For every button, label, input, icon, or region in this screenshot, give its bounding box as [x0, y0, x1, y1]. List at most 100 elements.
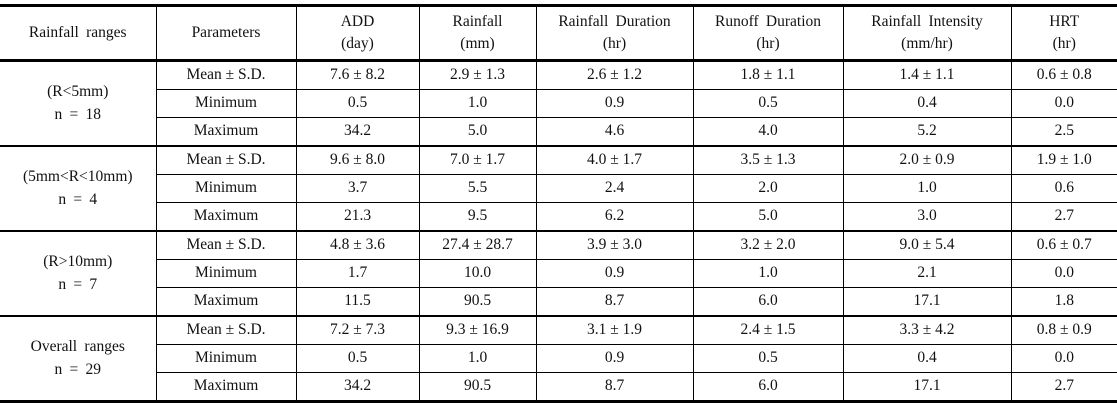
value-cell: 2.7 — [1010, 202, 1117, 232]
value-cell: 0.5 — [295, 89, 420, 118]
parameter-cell: Maximum — [156, 202, 297, 232]
value-cell: 9.5 — [418, 202, 537, 232]
value-cell: 90.5 — [418, 372, 537, 403]
value-cell: 5.5 — [418, 174, 537, 203]
parameter-cell: Mean ± S.D. — [155, 316, 297, 345]
table-row: Minimum 3.7 5.5 2.4 2.0 1.0 0.6 — [0, 174, 1117, 203]
value-cell: 2.4 — [535, 174, 694, 203]
value-cell: 9.0 ± 5.4 — [842, 231, 1012, 260]
group-range-cell: (R>10mm) n = 7 — [0, 231, 157, 317]
value-cell: 2.1 — [842, 259, 1012, 288]
value-cell: 0.8 ± 0.9 — [1010, 316, 1117, 345]
value-cell: 4.0 — [692, 117, 844, 147]
value-cell: 17.1 — [842, 372, 1012, 403]
value-cell: 6.0 — [692, 287, 844, 317]
value-cell: 0.4 — [842, 89, 1012, 118]
value-cell: 3.5 ± 1.3 — [692, 146, 844, 175]
parameter-cell: Mean ± S.D. — [155, 60, 297, 90]
value-cell: 1.8 — [1010, 287, 1117, 317]
parameter-cell: Minimum — [156, 89, 297, 118]
value-cell: 0.9 — [535, 259, 694, 288]
header-rainfall-duration-unit: (hr) — [602, 34, 627, 52]
header-add-unit: (day) — [341, 34, 374, 52]
rainfall-statistics-table: Rainfall ranges Parameters ADD (day) Rai… — [0, 4, 1117, 403]
value-cell: 0.9 — [535, 89, 694, 118]
value-cell: 2.4 ± 1.5 — [692, 316, 844, 345]
header-row: Rainfall ranges Parameters ADD (day) Rai… — [0, 5, 1117, 62]
value-cell: 1.0 — [418, 344, 537, 373]
value-cell: 1.9 ± 1.0 — [1010, 146, 1117, 175]
value-cell: 2.0 ± 0.9 — [842, 146, 1012, 175]
value-cell: 1.7 — [295, 259, 420, 288]
value-cell: 8.7 — [535, 287, 694, 317]
header-rainfall-intensity-label: Rainfall Intensity — [871, 13, 983, 31]
value-cell: 4.8 ± 3.6 — [295, 231, 420, 260]
value-cell: 1.8 ± 1.1 — [692, 60, 844, 90]
table-row: Maximum 34.2 5.0 4.6 4.0 5.2 2.5 — [0, 117, 1117, 147]
value-cell: 0.0 — [1010, 344, 1117, 373]
value-cell: 6.2 — [535, 202, 694, 232]
value-cell: 3.3 ± 4.2 — [842, 316, 1012, 345]
range-count: n = 18 — [54, 105, 102, 123]
value-cell: 0.6 ± 0.7 — [1010, 231, 1117, 260]
value-cell: 3.2 ± 2.0 — [692, 231, 844, 260]
value-cell: 1.4 ± 1.1 — [842, 60, 1012, 90]
value-cell: 0.5 — [295, 344, 420, 373]
value-cell: 17.1 — [842, 287, 1012, 317]
parameter-cell: Maximum — [156, 287, 297, 317]
value-cell: 0.6 — [1010, 174, 1117, 203]
value-cell: 7.6 ± 8.2 — [295, 60, 420, 90]
header-rainfall-intensity-unit: (mm/hr) — [901, 34, 953, 52]
table-row: (5mm<R<10mm) n = 4 Mean ± S.D. 9.6 ± 8.0… — [0, 146, 1117, 232]
value-cell: 9.3 ± 16.9 — [418, 316, 537, 345]
header-runoff-duration: Runoff Duration (hr) — [692, 5, 844, 62]
value-cell: 7.0 ± 1.7 — [418, 146, 537, 175]
value-cell: 2.5 — [1010, 117, 1117, 147]
value-cell: 21.3 — [295, 202, 420, 232]
value-cell: 90.5 — [418, 287, 537, 317]
parameter-cell: Minimum — [156, 344, 297, 373]
group-range-cell: (R<5mm) n = 18 — [0, 60, 157, 147]
header-rainfall-duration-label: Rainfall Duration — [558, 13, 671, 31]
range-label: (R<5mm) — [47, 83, 109, 101]
value-cell: 0.5 — [692, 344, 844, 373]
value-cell: 2.6 ± 1.2 — [535, 60, 694, 90]
table-row: (R<5mm) n = 18 Mean ± S.D. 7.6 ± 8.2 2.9… — [0, 60, 1117, 147]
header-parameters: Parameters — [155, 5, 297, 62]
value-cell: 3.0 — [842, 202, 1012, 232]
value-cell: 0.0 — [1010, 259, 1117, 288]
header-rainfall: Rainfall (mm) — [418, 5, 537, 62]
header-rainfall-unit: (mm) — [460, 34, 495, 52]
value-cell: 2.0 — [692, 174, 844, 203]
header-rainfall-label: Rainfall — [452, 13, 503, 31]
parameter-cell: Maximum — [156, 372, 297, 403]
value-cell: 2.9 ± 1.3 — [418, 60, 537, 90]
value-cell: 1.0 — [692, 259, 844, 288]
header-hrt: HRT (hr) — [1010, 5, 1117, 62]
range-count: n = 4 — [58, 190, 98, 208]
value-cell: 5.2 — [842, 117, 1012, 147]
parameter-cell: Mean ± S.D. — [155, 231, 297, 260]
group-range-cell: Overall ranges n = 29 — [0, 316, 157, 403]
value-cell: 34.2 — [295, 117, 420, 147]
value-cell: 6.0 — [692, 372, 844, 403]
table-row: Minimum 0.5 1.0 0.9 0.5 0.4 0.0 — [0, 89, 1117, 118]
parameter-cell: Maximum — [156, 117, 297, 147]
value-cell: 7.2 ± 7.3 — [295, 316, 420, 345]
header-runoff-duration-label: Runoff Duration — [714, 13, 821, 31]
table-row: Maximum 21.3 9.5 6.2 5.0 3.0 2.7 — [0, 202, 1117, 232]
range-count: n = 29 — [54, 360, 102, 378]
range-label: (R>10mm) — [43, 253, 113, 271]
value-cell: 3.7 — [295, 174, 420, 203]
header-hrt-label: HRT — [1049, 13, 1080, 31]
header-add: ADD (day) — [295, 5, 420, 62]
value-cell: 11.5 — [295, 287, 420, 317]
table-row: Maximum 34.2 90.5 8.7 6.0 17.1 2.7 — [0, 372, 1117, 403]
value-cell: 5.0 — [692, 202, 844, 232]
value-cell: 4.6 — [535, 117, 694, 147]
value-cell: 34.2 — [295, 372, 420, 403]
value-cell: 0.5 — [692, 89, 844, 118]
value-cell: 3.1 ± 1.9 — [535, 316, 694, 345]
value-cell: 2.7 — [1010, 372, 1117, 403]
value-cell: 8.7 — [535, 372, 694, 403]
